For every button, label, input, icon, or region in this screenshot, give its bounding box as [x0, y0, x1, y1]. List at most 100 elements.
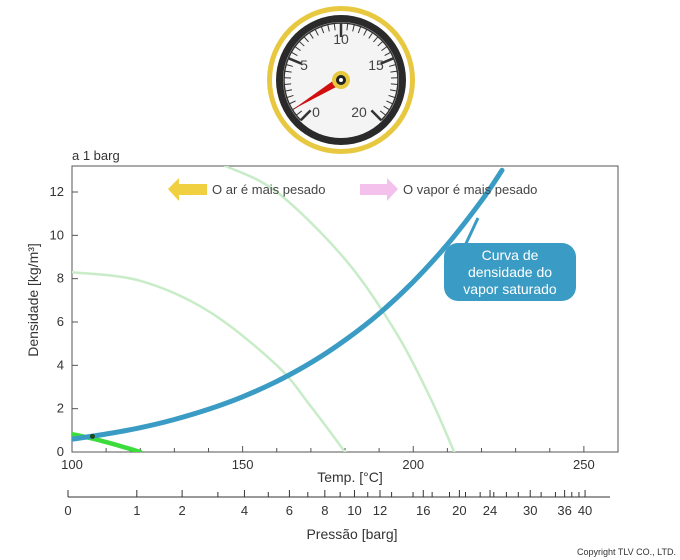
series-line-faint2	[224, 166, 456, 452]
gauge-tick-37	[386, 100, 393, 105]
gauge-tick-40	[370, 109, 383, 122]
gauge-tick-36	[388, 94, 396, 99]
gauge-tick-14	[303, 36, 309, 43]
legend-air-text: O ar é mais pesado	[212, 182, 325, 197]
pressure-tick-label-36: 36	[557, 503, 571, 518]
gauge-tick-18	[327, 24, 330, 32]
plot-frame	[71, 165, 619, 453]
pressure-tick-label-8: 8	[321, 503, 328, 518]
gauge-hub-center	[339, 78, 343, 82]
gauge-tick-31	[388, 64, 396, 67]
pressure-axis-ticks: 0 1 2 4 6 8 10 12 16 20 24 30 36 40	[64, 490, 592, 518]
pressure-tick-label-6: 6	[286, 503, 293, 518]
gauge-tick-5	[284, 89, 293, 92]
gauge-tick-38	[383, 105, 390, 111]
gauge-number-5: 5	[300, 57, 308, 73]
pressure-tick-label-12: 12	[373, 503, 387, 518]
series-line-saturated	[72, 167, 505, 442]
x-tick-label-150: 150	[232, 457, 254, 472]
pressure-tick-label-10: 10	[347, 503, 361, 518]
gauge-tick-17	[320, 26, 325, 34]
gauge-needle	[292, 76, 344, 110]
y-tick-label-12: 12	[50, 184, 64, 199]
y-axis-title: Densidade [kg/m³]	[25, 243, 41, 357]
pressure-tick-label-4: 4	[241, 503, 248, 518]
pressure-tick-label-0: 0	[64, 503, 71, 518]
callout-line-2: densidade do	[468, 264, 552, 280]
legend-vapor-heavier: O vapor é mais pesado	[360, 178, 537, 201]
gauge-tick-0	[299, 109, 312, 122]
series-line-faint1	[72, 270, 347, 452]
gauge-tick-19	[333, 23, 336, 31]
gauge-tick-29	[384, 51, 391, 57]
gauge-tick-32	[390, 70, 398, 73]
pressure-tick-label-40: 40	[578, 503, 592, 518]
series-line-air	[72, 431, 143, 452]
gauge-tick-28	[381, 46, 388, 52]
y-axis-ticks: 0 2 4 6 8 10 12	[50, 184, 78, 459]
y-tick-label-10: 10	[50, 227, 64, 242]
pressure-tick-label-1: 1	[133, 503, 140, 518]
gauge-scale-arc	[283, 22, 399, 121]
arrow-left-icon	[168, 178, 207, 201]
gauge-tick-24	[363, 28, 368, 36]
x-tick-label-200: 200	[402, 457, 424, 472]
gauge-tick-25	[368, 32, 374, 39]
gauge-tick-9	[286, 64, 294, 67]
legend-air-heavier: O ar é mais pesado	[168, 178, 325, 201]
pressure-tick-label-30: 30	[523, 503, 537, 518]
gauge-tick-26	[373, 36, 379, 43]
gauge-tick-16	[314, 28, 319, 36]
gauge-tick-8	[284, 70, 292, 73]
x-tick-label-100: 100	[61, 457, 83, 472]
arrow-right-icon	[360, 178, 398, 201]
pressure-axis-title: Pressão [barg]	[306, 526, 397, 542]
gauge-tick-39	[379, 110, 387, 116]
pressure-tick-label-20: 20	[452, 503, 466, 518]
gauge-tick-6	[284, 83, 292, 85]
gauge-tick-10	[287, 57, 302, 65]
pressure-gauge-icon: 10 5 15 0 20	[267, 6, 415, 154]
gauge-tick-30	[380, 57, 395, 65]
gauge-tick-12	[294, 46, 301, 52]
intersection-point	[89, 433, 95, 439]
callout-line-1: Curva de	[482, 247, 539, 263]
gauge-tick-4	[286, 94, 294, 99]
gauge-tick-1	[295, 110, 303, 116]
series-layer	[72, 166, 505, 452]
pressure-tick-label-2: 2	[178, 503, 185, 518]
gauge-number-10: 10	[333, 31, 349, 47]
condition-label: a 1 barg	[72, 148, 120, 163]
gauge-tick-11	[291, 51, 298, 57]
x-tick-label-250: 250	[573, 457, 595, 472]
y-tick-label-2: 2	[57, 401, 64, 416]
copyright-text: Copyright TLV CO., LTD.	[577, 547, 676, 557]
pressure-unit: [barg]	[362, 526, 398, 542]
callout-box	[444, 243, 576, 301]
gauge-tick-13	[298, 40, 305, 47]
y-tick-label-6: 6	[57, 314, 64, 329]
gauge-tick-15	[308, 32, 314, 39]
gauge-tick-21	[346, 23, 349, 31]
y-tick-label-4: 4	[57, 357, 64, 372]
gauge-tick-27	[377, 40, 384, 47]
gauge-tick-23	[357, 26, 362, 34]
y-tick-label-8: 8	[57, 271, 64, 286]
gauge-tick-22	[352, 24, 355, 32]
gauge-tick-34	[390, 83, 398, 85]
gauge-tick-3	[289, 100, 296, 105]
pressure-tick-label-16: 16	[416, 503, 430, 518]
legend-vapor-text: O vapor é mais pesado	[403, 182, 537, 197]
gauge-number-15: 15	[368, 57, 384, 73]
gauge-ticks	[283, 22, 399, 122]
callout-line-3: vapor saturado	[463, 281, 557, 297]
x-axis-ticks: 100 150 200 250	[61, 446, 619, 472]
gauge-number-20: 20	[351, 104, 367, 120]
saturated-curve-callout: Curva de densidade do vapor saturado	[444, 217, 576, 301]
gauge-tick-35	[389, 89, 398, 92]
gauge-number-0: 0	[312, 104, 320, 120]
x-axis-title: Temp. [°C]	[317, 469, 383, 485]
pressure-tick-label-24: 24	[483, 503, 497, 518]
